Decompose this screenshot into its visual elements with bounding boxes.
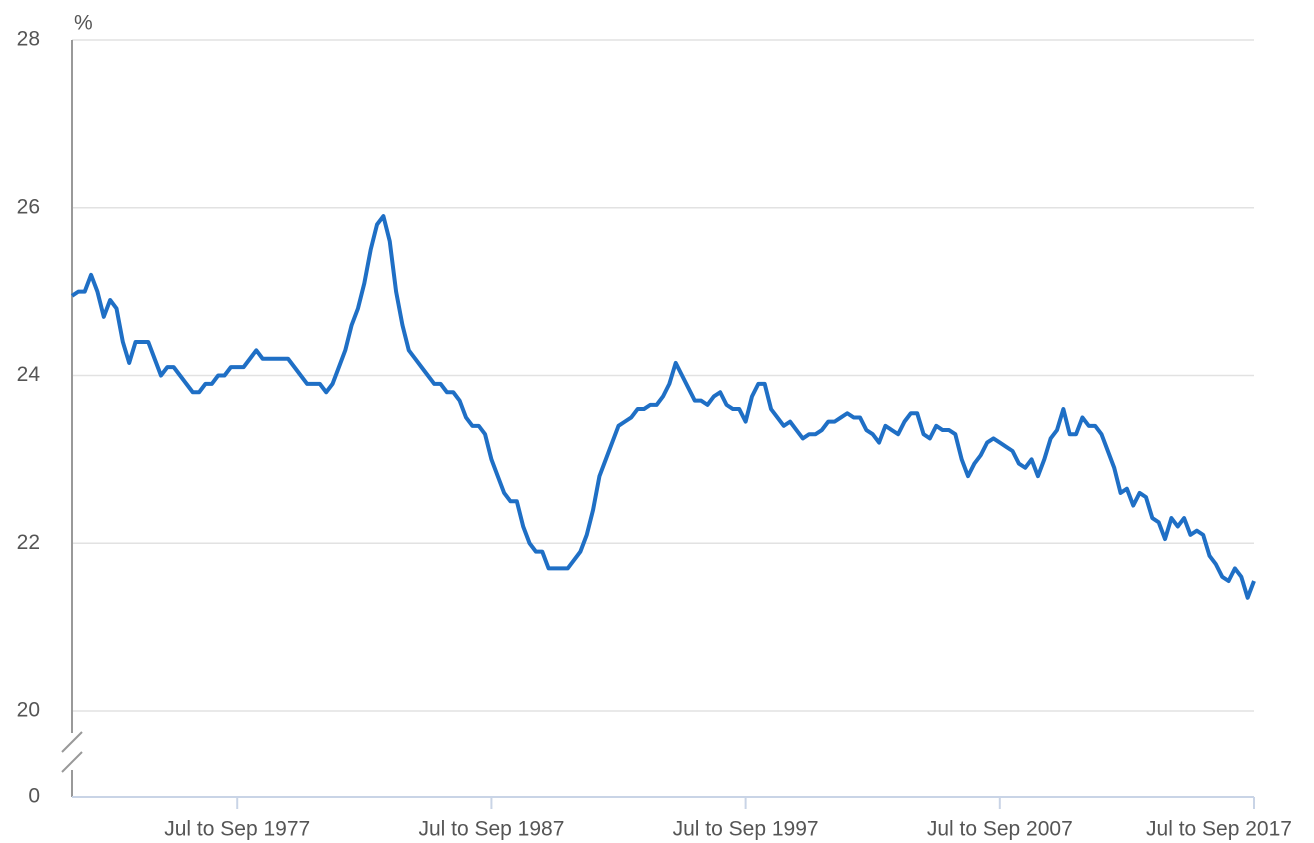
y-tick-label: 0 <box>28 785 40 808</box>
x-tick-label: Jul to Sep 2007 <box>927 818 1073 841</box>
y-tick-label: 22 <box>17 531 40 554</box>
y-tick-label: 26 <box>17 195 40 218</box>
x-tick-label: Jul to Sep 1977 <box>164 818 310 841</box>
y-tick-label: 24 <box>17 363 41 386</box>
x-tick-label: Jul to Sep 1987 <box>418 818 564 841</box>
y-axis-label: % <box>74 12 93 35</box>
line <box>70 214 1256 600</box>
axis-break <box>61 751 83 773</box>
x-tick-label: Jul to Sep 2017 <box>1146 818 1292 841</box>
y-tick-label: 20 <box>17 699 40 722</box>
y-tick-label: 28 <box>17 28 40 51</box>
axis-break <box>61 731 83 753</box>
x-tick-label: Jul to Sep 1997 <box>673 818 819 841</box>
